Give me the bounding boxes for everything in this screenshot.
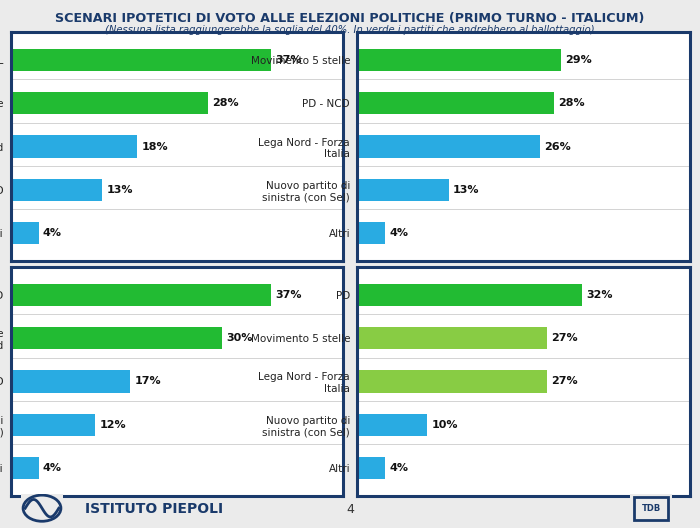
Bar — [10, 370, 130, 393]
Text: 37%: 37% — [275, 290, 302, 300]
Text: 37%: 37% — [275, 55, 302, 65]
Text: 4%: 4% — [389, 228, 408, 238]
Text: 4: 4 — [346, 503, 354, 516]
Text: 27%: 27% — [552, 376, 578, 386]
Text: 30%: 30% — [226, 333, 253, 343]
Text: 32%: 32% — [587, 290, 613, 300]
Bar — [357, 457, 385, 479]
Text: 4%: 4% — [389, 463, 408, 473]
Bar — [10, 327, 222, 350]
Text: SCENARI IPOTETICI DI VOTO ALLE ELEZIONI POLITICHE (PRIMO TURNO - ITALICUM): SCENARI IPOTETICI DI VOTO ALLE ELEZIONI … — [55, 12, 645, 25]
Bar — [357, 178, 449, 201]
Bar — [357, 49, 561, 71]
Text: 12%: 12% — [99, 420, 126, 430]
Text: TDB: TDB — [641, 504, 661, 513]
Bar — [10, 178, 102, 201]
Bar — [357, 284, 582, 306]
Bar — [357, 222, 385, 244]
Bar — [10, 457, 38, 479]
Bar — [357, 327, 547, 350]
Text: 29%: 29% — [566, 55, 592, 65]
Text: 17%: 17% — [134, 376, 161, 386]
Bar — [10, 49, 271, 71]
Bar — [10, 413, 95, 436]
Text: 28%: 28% — [559, 98, 585, 108]
Bar — [10, 284, 271, 306]
Text: 26%: 26% — [545, 142, 571, 152]
Text: 4%: 4% — [43, 463, 62, 473]
Text: (Nessuna lista raggiungerebbe la soglia del 40%. In verde i partiti che andrebbe: (Nessuna lista raggiungerebbe la soglia … — [105, 25, 595, 35]
Text: 27%: 27% — [552, 333, 578, 343]
Bar — [357, 135, 540, 158]
Bar — [357, 413, 428, 436]
Text: 13%: 13% — [453, 185, 480, 195]
Text: 4%: 4% — [43, 228, 62, 238]
Bar — [10, 222, 38, 244]
Bar — [634, 496, 668, 520]
Text: 10%: 10% — [432, 420, 458, 430]
Text: 13%: 13% — [106, 185, 133, 195]
Bar — [10, 92, 208, 115]
Text: ISTITUTO PIEPOLI: ISTITUTO PIEPOLI — [85, 502, 223, 516]
Bar — [357, 92, 554, 115]
Bar — [357, 370, 547, 393]
Text: 18%: 18% — [141, 142, 168, 152]
Text: 28%: 28% — [212, 98, 239, 108]
Bar — [10, 135, 137, 158]
